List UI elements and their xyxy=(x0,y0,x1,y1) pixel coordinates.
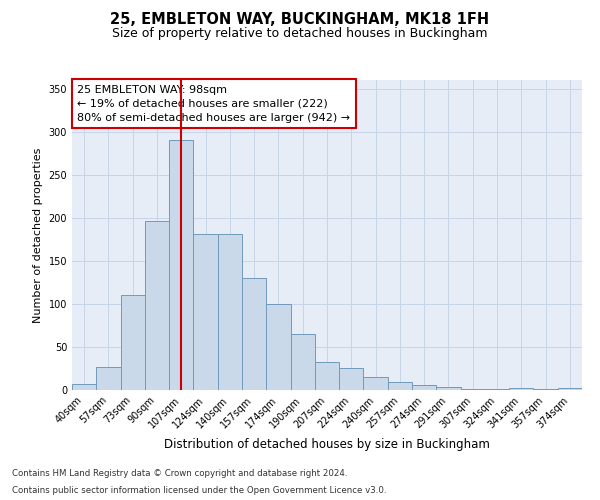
Bar xyxy=(193,234,218,390)
Bar xyxy=(461,389,485,390)
Bar xyxy=(364,377,388,390)
Text: Size of property relative to detached houses in Buckingham: Size of property relative to detached ho… xyxy=(112,28,488,40)
Bar xyxy=(145,221,169,390)
Bar xyxy=(412,385,436,390)
Text: Contains public sector information licensed under the Open Government Licence v3: Contains public sector information licen… xyxy=(12,486,386,495)
Bar xyxy=(121,296,145,390)
Bar xyxy=(315,362,339,390)
Bar xyxy=(558,388,582,390)
Text: 25, EMBLETON WAY, BUCKINGHAM, MK18 1FH: 25, EMBLETON WAY, BUCKINGHAM, MK18 1FH xyxy=(110,12,490,28)
Bar xyxy=(290,334,315,390)
Bar xyxy=(242,278,266,390)
Bar xyxy=(218,234,242,390)
Bar xyxy=(169,140,193,390)
X-axis label: Distribution of detached houses by size in Buckingham: Distribution of detached houses by size … xyxy=(164,438,490,451)
Bar xyxy=(533,389,558,390)
Bar xyxy=(266,304,290,390)
Bar xyxy=(388,382,412,390)
Bar xyxy=(436,386,461,390)
Bar xyxy=(96,367,121,390)
Bar xyxy=(509,388,533,390)
Text: Contains HM Land Registry data © Crown copyright and database right 2024.: Contains HM Land Registry data © Crown c… xyxy=(12,468,347,477)
Bar xyxy=(72,384,96,390)
Bar xyxy=(339,368,364,390)
Y-axis label: Number of detached properties: Number of detached properties xyxy=(33,148,43,322)
Bar xyxy=(485,389,509,390)
Text: 25 EMBLETON WAY: 98sqm
← 19% of detached houses are smaller (222)
80% of semi-de: 25 EMBLETON WAY: 98sqm ← 19% of detached… xyxy=(77,84,350,122)
